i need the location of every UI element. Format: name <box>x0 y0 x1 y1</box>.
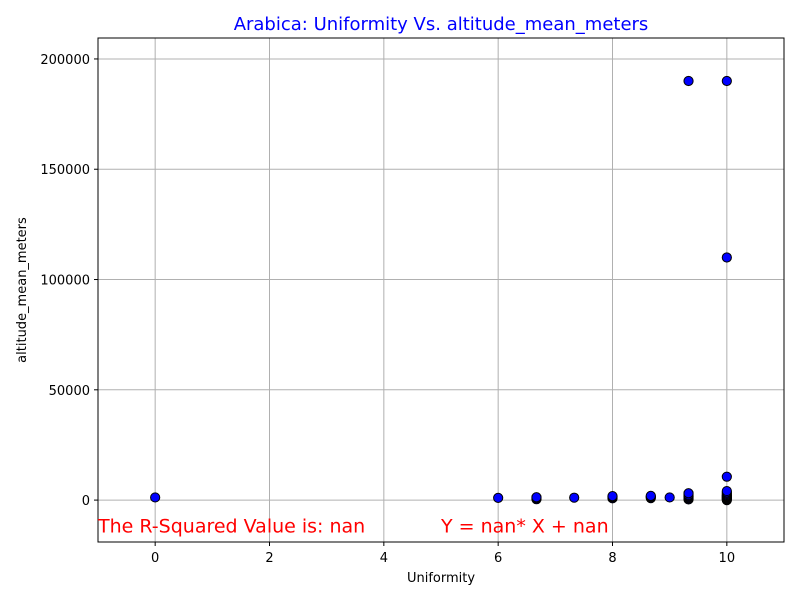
data-point <box>683 488 694 499</box>
y-tick-label: 100000 <box>40 274 90 289</box>
data-point <box>683 75 694 87</box>
x-tick-label: 0 <box>151 551 159 566</box>
plot-area <box>97 37 785 543</box>
data-point <box>721 252 732 263</box>
x-axis-label: Uniformity <box>407 571 475 586</box>
data-point <box>721 471 732 482</box>
x-tick-label: 4 <box>380 551 388 566</box>
grid-lines <box>98 38 784 542</box>
data-point <box>721 75 732 87</box>
data-point <box>607 491 618 502</box>
y-tick-label: 50000 <box>49 384 90 399</box>
y-tick-label: 200000 <box>40 53 90 68</box>
axis-ticks: 0 2 4 6 8 10 0 50000 100000 150000 200000 <box>40 53 735 566</box>
y-tick-label: 0 <box>82 494 90 509</box>
r-squared-annotation: The R-Squared Value is: nan <box>97 515 365 537</box>
y-axis-label: altitude_mean_meters <box>15 217 30 363</box>
data-point <box>664 492 675 503</box>
data-point <box>721 485 732 497</box>
data-point <box>569 492 580 503</box>
data-point <box>493 492 504 503</box>
x-tick-label: 8 <box>608 551 616 566</box>
chart-title: Arabica: Uniformity Vs. altitude_mean_me… <box>234 14 649 35</box>
data-point <box>531 492 542 503</box>
data-points <box>150 75 732 506</box>
y-tick-label: 150000 <box>40 163 90 178</box>
x-tick-label: 2 <box>265 551 273 566</box>
x-tick-label: 6 <box>494 551 502 566</box>
regression-equation-annotation: Y = nan* X + nan <box>440 515 609 537</box>
data-point <box>645 490 656 502</box>
x-tick-label: 10 <box>719 551 736 566</box>
data-point <box>150 492 161 503</box>
